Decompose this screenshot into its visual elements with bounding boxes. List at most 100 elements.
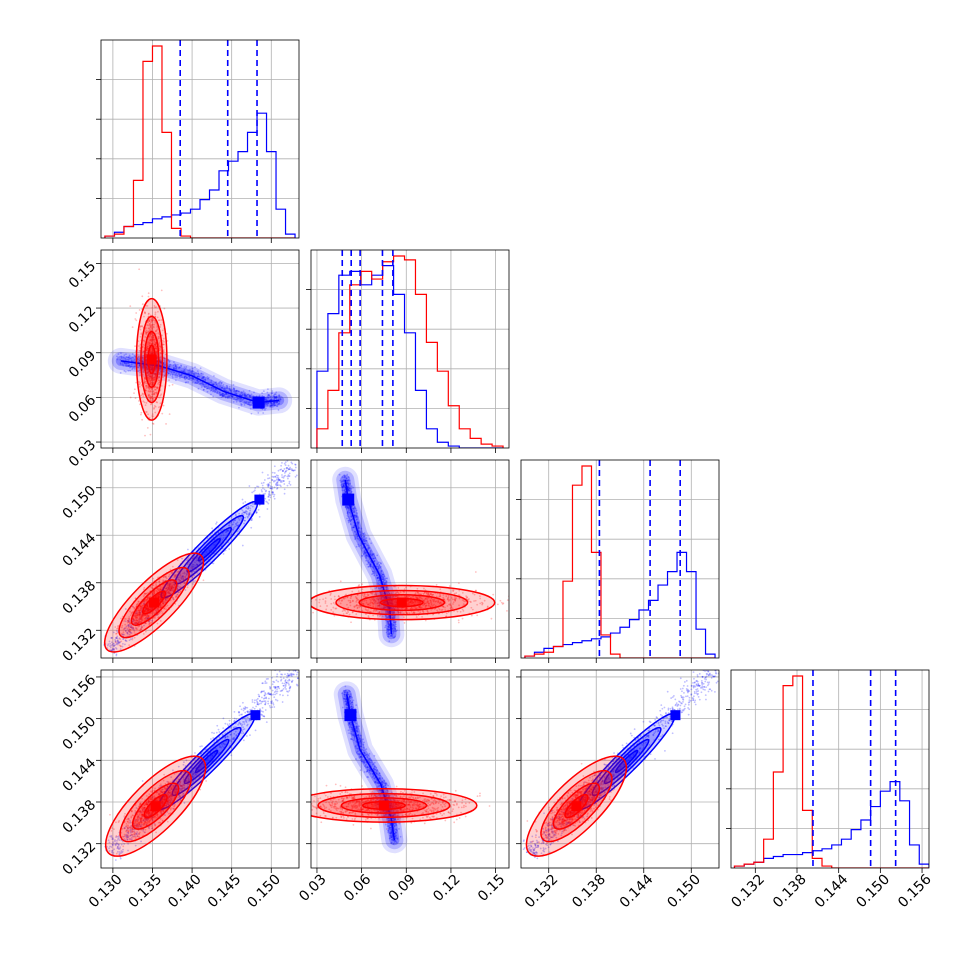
histogram-series-a [524, 465, 716, 658]
sample-point [176, 559, 179, 562]
sample-point [177, 578, 180, 581]
sample-point [154, 386, 157, 389]
sample-point [123, 361, 126, 364]
sample-point [164, 598, 167, 601]
sample-point [287, 477, 289, 480]
sample-point [168, 585, 171, 588]
sample-point [146, 608, 149, 610]
sample-point [109, 649, 111, 651]
sample-point [225, 393, 228, 396]
sample-point [251, 503, 254, 505]
sample-point [128, 639, 131, 642]
sample-point [176, 588, 179, 591]
sample-point [226, 387, 229, 390]
sample-point [210, 387, 213, 389]
sample-point [198, 382, 201, 385]
sample-point [143, 592, 146, 595]
sample-point [270, 404, 272, 407]
sample-point [144, 614, 147, 617]
sample-point [151, 323, 154, 326]
sample-point [268, 399, 270, 402]
sample-point [151, 390, 154, 393]
sample-point [248, 402, 250, 404]
sample-point [214, 390, 217, 392]
sample-point [231, 528, 234, 531]
sample-point [122, 633, 124, 636]
scatter-panel [311, 466, 509, 648]
sample-point [231, 395, 234, 398]
sample-point [137, 600, 140, 603]
sample-point [140, 618, 143, 621]
sample-point [184, 378, 187, 381]
sample-point [123, 627, 126, 630]
sample-point [264, 399, 267, 402]
sample-point [146, 347, 149, 350]
sample-point [285, 467, 288, 469]
sample-point [178, 375, 181, 377]
sample-point [159, 361, 162, 363]
sample-point [154, 596, 157, 599]
sample-point [145, 382, 147, 385]
sample-point [265, 398, 268, 401]
sample-point [144, 328, 147, 330]
sample-point [158, 337, 161, 340]
sample-point [233, 398, 236, 400]
sample-point [167, 587, 170, 590]
sample-point [149, 375, 151, 378]
sample-point [148, 343, 150, 345]
sample-point [204, 378, 206, 381]
sample-point [202, 376, 205, 379]
sample-point [181, 575, 184, 578]
sample-point [147, 598, 150, 601]
sample-point [295, 474, 298, 477]
sample-point [167, 586, 170, 589]
sample-point [127, 624, 130, 626]
sample-point [119, 648, 122, 651]
sample-point [184, 589, 187, 591]
sample-point [136, 614, 139, 617]
sample-point [169, 587, 172, 590]
sample-point [250, 517, 253, 520]
sample-point [241, 394, 244, 397]
sample-point [150, 325, 153, 328]
sample-point [152, 325, 155, 328]
sample-point [159, 589, 162, 592]
panel-grid [731, 670, 929, 868]
sample-point [157, 337, 160, 340]
sample-point [191, 369, 194, 372]
sample-point [146, 343, 149, 345]
sample-point [173, 583, 176, 586]
sample-point [192, 377, 195, 380]
sample-point [137, 370, 139, 372]
sample-point [264, 407, 267, 410]
sample-point [171, 584, 173, 586]
sample-point [283, 492, 286, 495]
sample-point [264, 398, 267, 401]
sample-point [144, 326, 147, 329]
sample-point [236, 389, 238, 392]
sample-point [145, 331, 148, 334]
sample-point [141, 626, 144, 628]
sample-point [150, 586, 153, 589]
sample-point [136, 610, 138, 613]
sample-point [146, 366, 148, 369]
sample-point [177, 591, 180, 594]
sample-point [143, 620, 145, 622]
sample-point [148, 609, 150, 611]
sample-point [171, 584, 173, 587]
sample-point [283, 472, 286, 474]
sample-point [120, 356, 123, 359]
sample-point [229, 391, 232, 393]
sample-point [256, 485, 258, 488]
sample-point [202, 579, 205, 582]
sample-point [179, 591, 181, 593]
sample-point [244, 510, 247, 513]
sample-point [232, 529, 235, 531]
sample-point [147, 610, 150, 613]
sample-point [155, 350, 158, 353]
sample-point [132, 356, 135, 359]
sample-point [139, 612, 141, 615]
sample-point [140, 413, 142, 416]
sample-point [160, 385, 163, 387]
sample-point [157, 593, 160, 596]
